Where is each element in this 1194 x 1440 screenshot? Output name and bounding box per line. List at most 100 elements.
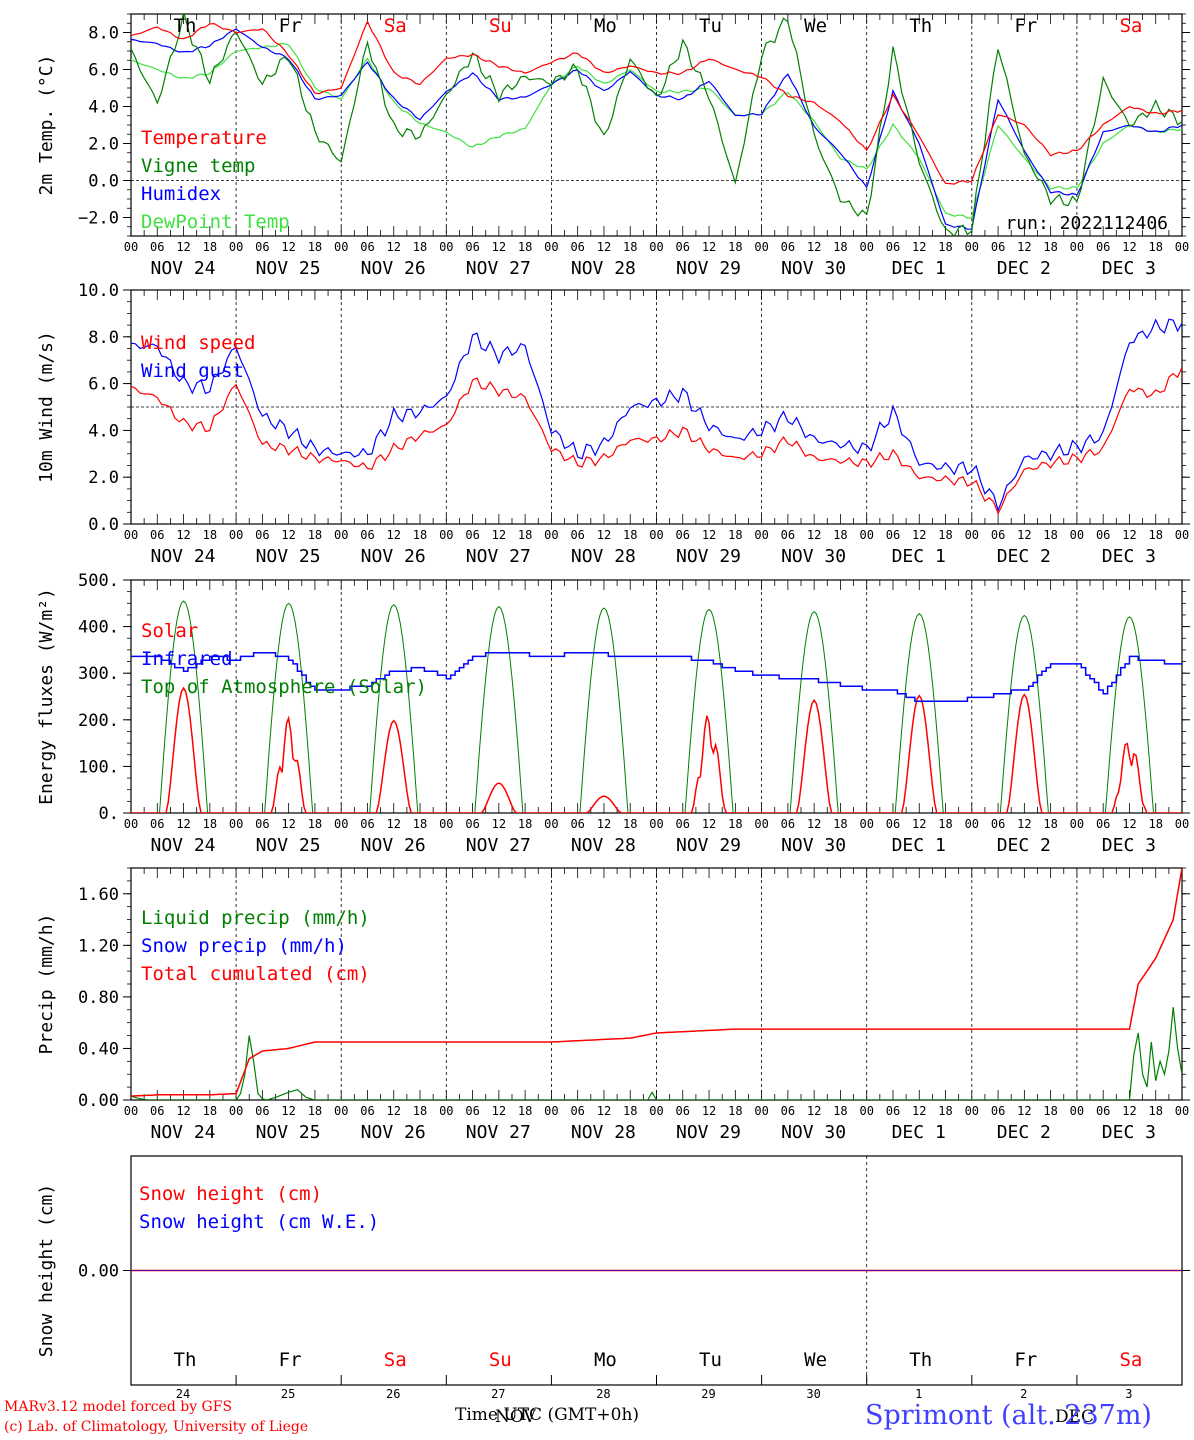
- hour-tick-label: 12: [1122, 528, 1136, 542]
- y-tick-label: 8.0: [88, 328, 119, 348]
- legend-entry: Infrared: [141, 648, 233, 670]
- hour-tick-label: 00: [1070, 1104, 1084, 1118]
- date-label: DEC 3: [1102, 1122, 1156, 1143]
- y-tick-label: 0.80: [78, 988, 119, 1008]
- day-name-top: Tu: [699, 15, 722, 37]
- hour-tick-label: 00: [649, 240, 663, 254]
- hour-tick-label: 06: [150, 240, 164, 254]
- date-label: NOV 26: [361, 835, 426, 856]
- day-name-bottom: Fr: [1014, 1349, 1037, 1371]
- date-label: NOV 27: [466, 546, 531, 567]
- hour-tick-label: 12: [702, 817, 716, 831]
- hour-tick-label: 18: [413, 817, 427, 831]
- hour-tick-label: 18: [203, 528, 217, 542]
- hour-tick-label: 18: [938, 528, 952, 542]
- date-label: NOV 24: [150, 546, 215, 567]
- hour-tick-label: 06: [255, 240, 269, 254]
- hour-tick-label: 06: [150, 817, 164, 831]
- series-infrared: [131, 651, 1182, 702]
- hour-tick-label: 12: [176, 240, 190, 254]
- legend-entry: Temperature: [141, 127, 267, 149]
- hour-tick-label: 12: [807, 528, 821, 542]
- hour-tick-label: 12: [281, 817, 295, 831]
- hour-tick-label: 18: [623, 817, 637, 831]
- y-tick-label: 0.00: [78, 1091, 119, 1111]
- hour-tick-label: 00: [439, 817, 453, 831]
- hour-tick-label: 00: [965, 240, 979, 254]
- hour-tick-label: 00: [439, 528, 453, 542]
- day-number: 24: [176, 1387, 190, 1401]
- hour-tick-label: 06: [991, 1104, 1005, 1118]
- hour-tick-label: 06: [676, 1104, 690, 1118]
- y-tick-label: 1.20: [78, 936, 119, 956]
- y-axis-label: 2m Temp. (°C): [36, 55, 57, 196]
- hour-tick-label: 00: [965, 1104, 979, 1118]
- hour-tick-label: 00: [754, 1104, 768, 1118]
- series-toa-solar: [131, 600, 1182, 813]
- hour-tick-label: 12: [912, 1104, 926, 1118]
- hour-tick-label: 12: [912, 240, 926, 254]
- hour-tick-label: 00: [859, 240, 873, 254]
- hour-tick-label: 06: [360, 528, 374, 542]
- hour-tick-label: 18: [623, 240, 637, 254]
- y-tick-label: 200.: [78, 711, 119, 731]
- day-name-top: Sa: [1119, 15, 1142, 37]
- hour-tick-label: 00: [649, 1104, 663, 1118]
- hour-tick-label: 00: [439, 240, 453, 254]
- legend-entry: Snow height (cm W.E.): [139, 1211, 379, 1233]
- series-humidex: [131, 28, 1182, 230]
- day-name-top: Sa: [384, 15, 407, 37]
- date-label: NOV 27: [466, 835, 531, 856]
- date-label: DEC 3: [1102, 258, 1156, 279]
- hour-tick-label: 00: [1175, 240, 1189, 254]
- day-name-top: Mo: [594, 15, 617, 37]
- hour-tick-label: 06: [676, 817, 690, 831]
- hour-tick-label: 12: [176, 1104, 190, 1118]
- hour-tick-label: 18: [833, 240, 847, 254]
- y-axis-label: Snow height (cm): [36, 1184, 57, 1357]
- hour-tick-label: 18: [308, 528, 322, 542]
- date-label: DEC 2: [997, 258, 1051, 279]
- day-number: 2: [1020, 1387, 1027, 1401]
- hour-tick-label: 12: [597, 1104, 611, 1118]
- hour-tick-label: 06: [255, 528, 269, 542]
- date-label: NOV 25: [256, 1122, 321, 1143]
- date-label: NOV 28: [571, 835, 636, 856]
- date-label: NOV 24: [150, 258, 215, 279]
- hour-tick-label: 12: [176, 817, 190, 831]
- series-wind-gust: [131, 318, 1182, 513]
- date-label: NOV 26: [361, 258, 426, 279]
- date-label: NOV 28: [571, 546, 636, 567]
- hour-tick-label: 18: [728, 528, 742, 542]
- hour-tick-label: 18: [518, 528, 532, 542]
- day-number: 29: [701, 1387, 715, 1401]
- hour-tick-label: 06: [570, 817, 584, 831]
- hour-tick-label: 18: [308, 240, 322, 254]
- hour-tick-label: 12: [807, 1104, 821, 1118]
- hour-tick-label: 18: [1148, 240, 1162, 254]
- hour-tick-label: 00: [334, 528, 348, 542]
- day-name-bottom: Tu: [699, 1349, 722, 1371]
- hour-tick-label: 00: [334, 817, 348, 831]
- model-credit: MARv3.12 model forced by GFS: [4, 1399, 233, 1415]
- x-axis-title: Time UTC (GMT+0h): [455, 1405, 640, 1425]
- hour-tick-label: 00: [544, 528, 558, 542]
- hour-tick-label: 00: [334, 240, 348, 254]
- hour-tick-label: 00: [229, 1104, 243, 1118]
- hour-tick-label: 06: [991, 817, 1005, 831]
- day-name-top: Su: [489, 15, 512, 37]
- hour-tick-label: 18: [1148, 528, 1162, 542]
- hour-tick-label: 12: [597, 528, 611, 542]
- hour-tick-label: 00: [1070, 817, 1084, 831]
- hour-tick-label: 00: [649, 528, 663, 542]
- date-label: NOV 25: [256, 258, 321, 279]
- hour-tick-label: 12: [1122, 240, 1136, 254]
- date-label: NOV 29: [676, 835, 741, 856]
- hour-tick-label: 00: [649, 817, 663, 831]
- hour-tick-label: 12: [702, 1104, 716, 1118]
- hour-tick-label: 18: [1043, 1104, 1057, 1118]
- hour-tick-label: 06: [150, 528, 164, 542]
- hour-tick-label: 06: [360, 1104, 374, 1118]
- hour-tick-label: 00: [1175, 528, 1189, 542]
